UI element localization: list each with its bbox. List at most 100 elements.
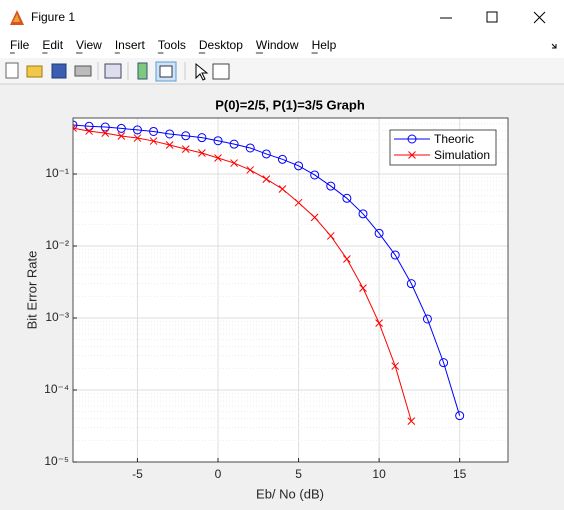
marker	[149, 137, 158, 145]
marker	[73, 124, 77, 132]
marker	[439, 358, 449, 368]
menu-item[interactable]: Edit	[42, 38, 63, 52]
marker	[358, 209, 368, 219]
legend-label: Theoric	[434, 132, 474, 146]
marker	[101, 129, 110, 137]
marker	[229, 139, 239, 149]
new-icon[interactable]	[5, 62, 19, 79]
marker	[277, 154, 287, 164]
marker	[197, 133, 207, 143]
print-icon[interactable]	[74, 65, 92, 77]
dock-arrow[interactable]	[551, 43, 557, 49]
legend-label: Simulation	[434, 148, 490, 162]
open-icon[interactable]	[26, 65, 43, 78]
y-tick-label: 10⁻³	[45, 310, 69, 324]
x-tick-label: 10	[372, 467, 386, 481]
menu-bar	[0, 35, 564, 58]
marker	[278, 185, 287, 193]
menu-item[interactable]: View	[76, 38, 102, 52]
y-tick-label: 10⁻⁵	[44, 454, 69, 468]
marker	[181, 145, 190, 153]
marker	[116, 123, 126, 133]
menu-item[interactable]: Help	[312, 38, 337, 52]
marker	[294, 161, 304, 171]
window-title: Figure 1	[31, 10, 75, 24]
y-tick-label: 10⁻⁴	[44, 382, 69, 396]
window-controls[interactable]	[440, 11, 546, 24]
series-line	[73, 124, 461, 416]
colorbar-icon[interactable]	[137, 62, 148, 80]
marker	[326, 232, 335, 240]
save-icon[interactable]	[51, 63, 67, 79]
y-axis-label: Bit Error Rate	[24, 251, 39, 330]
series-line	[73, 127, 412, 422]
legend-marker	[408, 151, 416, 159]
marker	[326, 181, 336, 191]
menu-item[interactable]: Desktop	[199, 38, 243, 52]
marker	[343, 255, 351, 263]
marker	[165, 129, 175, 139]
marker	[262, 175, 271, 183]
marker	[455, 411, 465, 421]
title-bar	[0, 0, 564, 35]
marker	[214, 154, 222, 162]
y-tick-label: 10⁻²	[45, 238, 69, 252]
marker	[342, 193, 352, 203]
ticks: -5 0 5 10 15 10⁻⁵ 10⁻⁴ 10⁻³ 10⁻² 10⁻¹	[44, 166, 467, 481]
marker	[132, 125, 142, 135]
menu-item[interactable]: Tools	[158, 38, 186, 52]
axes-box	[72, 117, 509, 463]
toolbar-icons[interactable]	[5, 61, 230, 82]
marker	[213, 136, 223, 146]
marker	[359, 284, 367, 292]
marker	[117, 132, 126, 140]
plot-area	[73, 118, 508, 462]
x-tick-label: 15	[453, 467, 467, 481]
marker	[181, 131, 191, 141]
legend-marker	[407, 134, 417, 144]
marker	[85, 127, 93, 135]
marker	[84, 121, 94, 131]
x-tick-label: 5	[295, 467, 302, 481]
marker	[246, 166, 255, 174]
marker	[133, 134, 142, 142]
app-icon	[10, 10, 24, 25]
menu-item[interactable]: Window	[256, 38, 299, 52]
x-axis-label: Eb/ No (dB)	[256, 486, 324, 501]
x-tick-label: -5	[132, 467, 143, 481]
chart-title: P(0)=2/5, P(1)=3/5 Graph	[215, 97, 365, 112]
marker	[261, 149, 271, 159]
pointer-icon[interactable]	[195, 62, 209, 81]
marker	[294, 198, 303, 207]
x-tick-label: 0	[215, 467, 222, 481]
menu: File Edit View Insert Tools Desktop Window Help	[10, 38, 337, 54]
marker	[407, 417, 416, 425]
menu-item[interactable]: Insert	[115, 38, 146, 52]
marker	[73, 120, 78, 130]
toolbar	[0, 58, 564, 84]
close-button[interactable]	[533, 11, 546, 24]
marker	[198, 149, 206, 157]
property-icon[interactable]	[212, 63, 230, 80]
menu-item[interactable]: File	[10, 38, 30, 52]
marker	[100, 122, 110, 132]
y-tick-label: 10⁻¹	[45, 166, 69, 180]
legend[interactable]: Theoric Simulation	[389, 129, 497, 166]
marker	[149, 126, 159, 136]
marker	[230, 159, 238, 167]
marker	[375, 319, 383, 327]
marker	[165, 141, 174, 149]
maximize-button[interactable]	[486, 11, 498, 23]
link-icon[interactable]	[104, 63, 122, 79]
marker	[374, 228, 384, 238]
marker	[391, 362, 400, 370]
marker	[245, 143, 255, 153]
legend-box	[389, 129, 497, 166]
marker	[310, 213, 319, 222]
data-lines	[73, 120, 465, 425]
marker	[422, 314, 432, 324]
marker	[390, 250, 400, 260]
marker	[406, 279, 416, 289]
